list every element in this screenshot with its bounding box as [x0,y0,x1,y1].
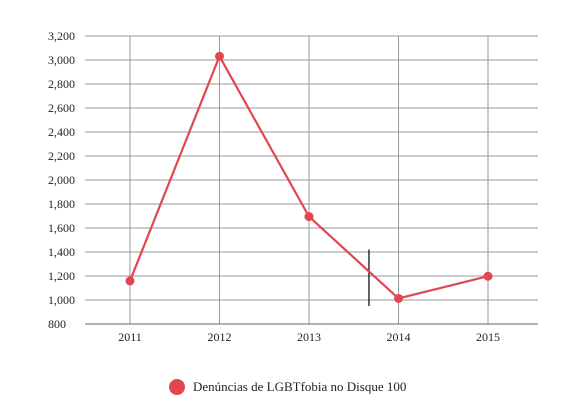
y-tick-label: 2,200 [48,149,75,163]
y-tick-label: 1,400 [48,245,75,259]
y-tick-label: 3,000 [48,53,75,67]
y-tick-label: 800 [48,317,66,331]
y-tick-label: 1,200 [48,269,75,283]
legend-swatch-icon [169,379,185,395]
series-points [125,51,493,303]
x-tick-label: 2011 [118,330,142,344]
y-axis-tick-labels: 800 1,000 1,200 1,400 1,600 1,800 2,000 2,200 2,… [48,29,75,331]
data-point [394,293,403,303]
legend-label: Denúncias de LGBTfobia no Disque 100 [193,379,406,394]
y-tick-label: 2,600 [48,101,75,115]
y-tick-label: 2,000 [48,173,75,187]
horizontal-gridlines [85,35,538,301]
y-tick-label: 2,800 [48,77,75,91]
x-tick-label: 2013 [297,330,321,344]
x-tick-label: 2012 [208,330,232,344]
legend: Denúncias de LGBTfobia no Disque 100 [169,379,406,395]
x-tick-label: 2014 [387,330,411,344]
y-tick-label: 1,600 [48,221,75,235]
data-point [215,51,224,61]
x-tick-label: 2015 [476,330,500,344]
x-axis-tick-labels: 2011 2012 2013 2014 2015 [118,330,500,344]
y-tick-label: 1,800 [48,197,75,211]
y-tick-label: 3,200 [48,29,75,43]
data-point [125,276,135,286]
data-point [304,212,314,222]
data-point [483,271,493,281]
y-tick-label: 2,400 [48,125,75,139]
y-tick-label: 1,000 [48,293,75,307]
